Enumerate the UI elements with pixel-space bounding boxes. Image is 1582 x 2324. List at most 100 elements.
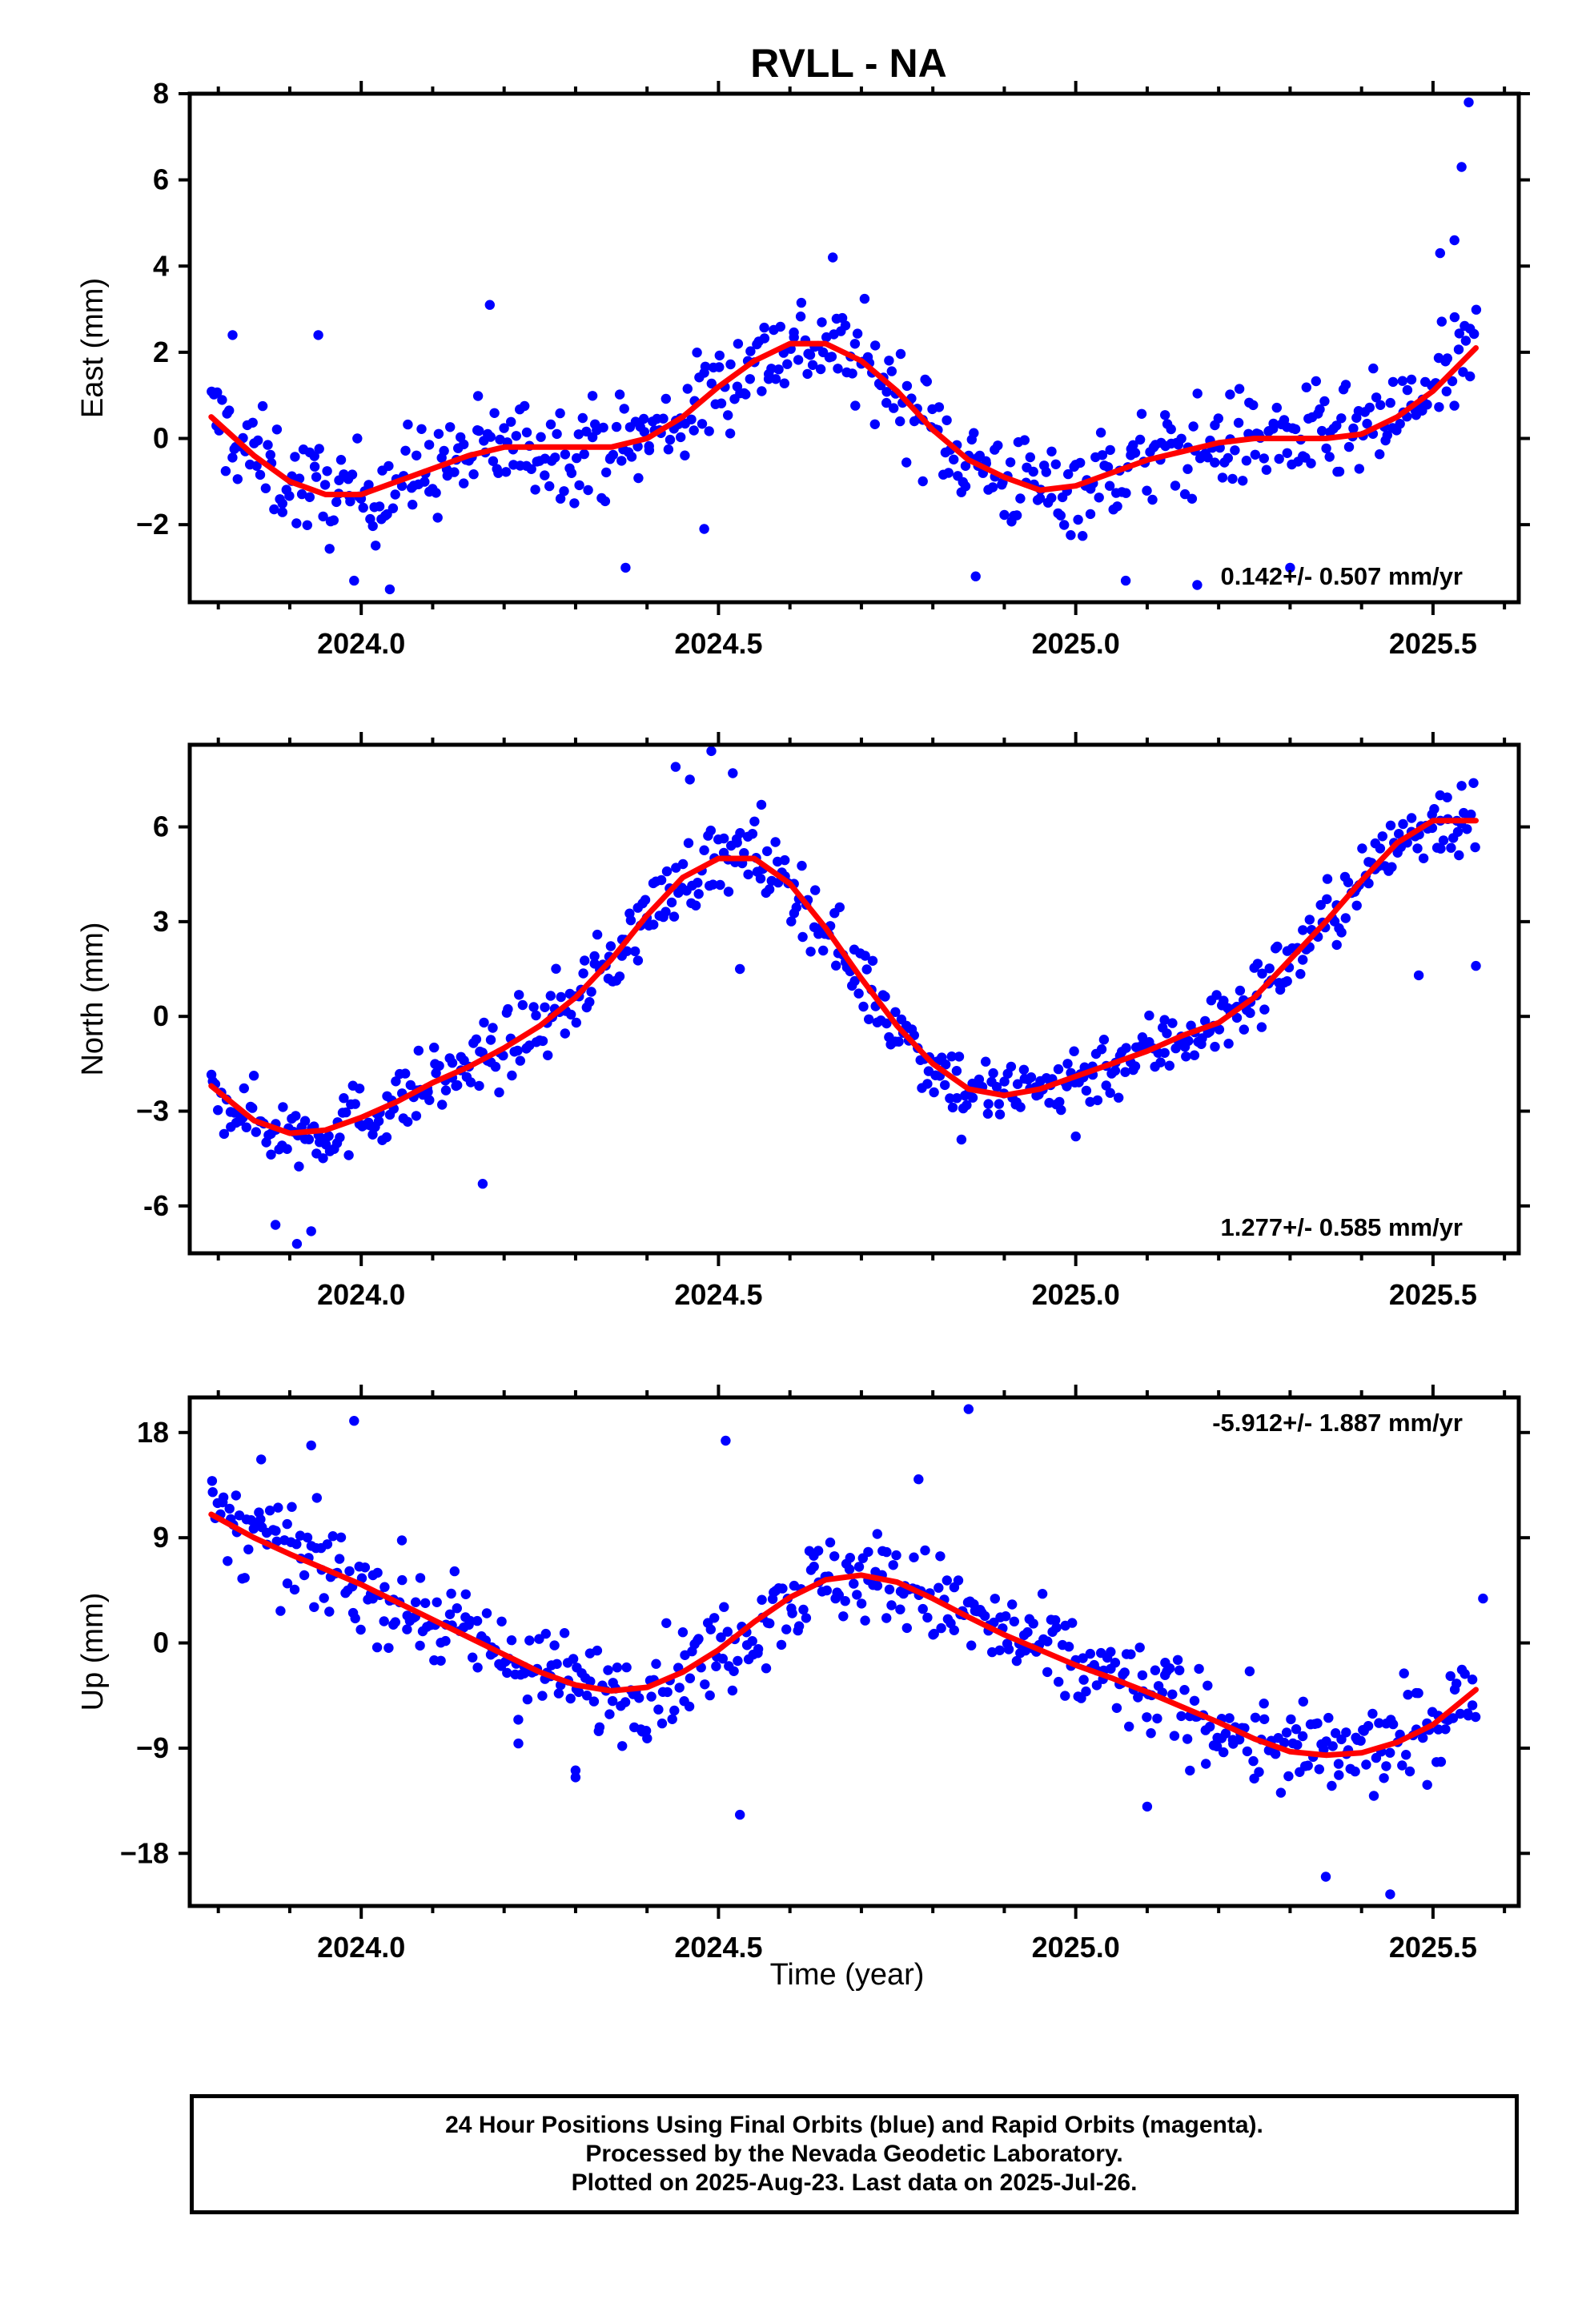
data-point xyxy=(1200,1015,1211,1027)
data-point xyxy=(1213,413,1224,424)
data-point xyxy=(1418,1732,1428,1743)
data-point xyxy=(1371,392,1382,403)
data-point xyxy=(934,1582,944,1593)
data-point xyxy=(1259,1004,1270,1015)
data-point xyxy=(773,364,784,375)
data-point xyxy=(1271,1749,1281,1759)
data-point xyxy=(465,1615,476,1626)
data-point xyxy=(994,1109,1006,1120)
data-point xyxy=(706,378,717,389)
data-point xyxy=(1054,1096,1065,1108)
data-point xyxy=(644,445,655,456)
data-point xyxy=(1192,388,1203,399)
data-point xyxy=(954,1051,965,1062)
data-point xyxy=(829,1551,840,1562)
x-tick-label: 2025.0 xyxy=(1032,1931,1120,1964)
data-point xyxy=(1067,1618,1078,1628)
data-point xyxy=(416,424,427,434)
data-point xyxy=(1230,445,1240,456)
data-point xyxy=(372,1567,383,1578)
data-point xyxy=(1248,400,1259,411)
data-point xyxy=(881,1018,892,1029)
data-point xyxy=(1422,400,1432,410)
data-point xyxy=(224,405,235,416)
data-point xyxy=(1385,397,1395,408)
data-point xyxy=(929,1087,939,1098)
data-point xyxy=(545,991,556,1001)
data-point xyxy=(411,1111,422,1121)
data-point xyxy=(714,350,725,361)
data-point xyxy=(270,1220,281,1230)
data-point xyxy=(445,422,456,432)
data-point xyxy=(781,1624,792,1634)
data-point xyxy=(579,448,589,460)
data-point xyxy=(1009,1616,1020,1627)
data-point xyxy=(1081,1085,1092,1096)
data-point xyxy=(1478,1593,1488,1604)
data-point xyxy=(1385,1889,1395,1900)
data-point xyxy=(817,945,829,956)
data-point xyxy=(356,1573,367,1583)
data-point xyxy=(856,1598,867,1609)
data-point xyxy=(479,1017,489,1028)
data-point xyxy=(1440,1724,1451,1735)
data-point xyxy=(358,502,368,513)
data-point xyxy=(970,571,981,581)
data-point xyxy=(1379,1773,1389,1783)
data-point xyxy=(284,491,295,501)
data-point xyxy=(255,1514,266,1525)
data-point xyxy=(1026,1072,1037,1083)
data-point xyxy=(872,1580,883,1591)
data-point xyxy=(1085,509,1096,520)
data-point xyxy=(265,449,275,460)
data-point xyxy=(952,1093,962,1104)
data-point xyxy=(296,489,307,500)
data-point xyxy=(796,297,807,308)
data-point xyxy=(588,1696,600,1707)
data-point xyxy=(551,963,561,974)
data-point xyxy=(1176,433,1186,444)
data-point xyxy=(1295,969,1306,979)
data-point xyxy=(920,1545,930,1556)
data-point xyxy=(686,414,697,424)
data-point xyxy=(642,1733,652,1743)
data-point xyxy=(373,1116,384,1127)
data-point xyxy=(872,1529,883,1539)
data-point xyxy=(1105,444,1115,456)
data-point xyxy=(485,1035,496,1045)
data-point xyxy=(646,1691,656,1702)
data-point xyxy=(408,500,418,510)
data-point xyxy=(621,1662,632,1673)
data-point xyxy=(1320,1872,1331,1882)
data-point xyxy=(658,413,669,424)
data-point xyxy=(708,879,718,890)
data-point xyxy=(311,472,322,482)
data-point xyxy=(1150,1665,1161,1675)
data-point xyxy=(617,1741,628,1751)
data-point xyxy=(721,1435,731,1446)
data-point xyxy=(614,971,625,982)
data-point xyxy=(1290,424,1301,435)
data-point xyxy=(815,364,826,375)
data-point xyxy=(756,799,767,810)
data-point xyxy=(232,474,243,485)
data-point xyxy=(570,1765,581,1775)
data-point xyxy=(719,1602,729,1612)
data-point xyxy=(1385,820,1396,831)
data-point xyxy=(207,1487,218,1498)
data-point xyxy=(1234,384,1245,394)
data-point xyxy=(589,951,600,962)
data-point xyxy=(762,846,773,857)
data-point xyxy=(598,422,608,433)
data-point xyxy=(604,1709,615,1719)
data-point xyxy=(429,1042,440,1053)
y-tick-label: −18 xyxy=(120,1836,169,1869)
data-point xyxy=(735,828,745,838)
data-point xyxy=(488,456,499,466)
data-point xyxy=(1179,489,1191,500)
data-point xyxy=(474,425,484,436)
data-point xyxy=(1362,418,1372,429)
data-point xyxy=(243,1544,254,1555)
data-point xyxy=(893,1036,904,1047)
